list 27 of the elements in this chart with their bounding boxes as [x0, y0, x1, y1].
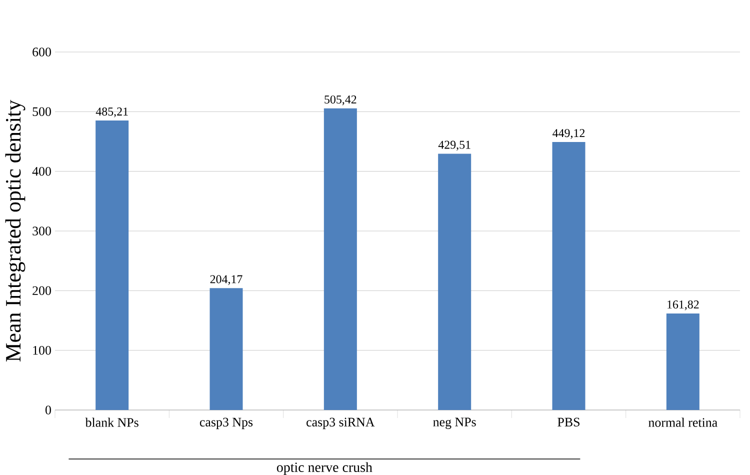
data-label: 429,51	[438, 140, 470, 151]
x-tick-label: casp3 Nps	[200, 418, 253, 430]
x-tick-label: neg NPs	[433, 418, 476, 430]
x-tick-label: PBS	[558, 418, 580, 426]
data-label: 204,17	[210, 275, 242, 285]
data-label: 485,21	[96, 108, 128, 118]
bar	[96, 120, 129, 410]
y-tick-label: 400	[32, 166, 51, 176]
x-tick-label: blank NPs	[85, 418, 138, 427]
data-label: 161,82	[668, 300, 699, 310]
y-tick-label: 200	[32, 286, 51, 296]
x-tick-label: casp3 siRNA	[306, 418, 375, 430]
bar	[210, 288, 243, 410]
y-tick-label: 300	[32, 226, 51, 236]
y-tick-label: 100	[33, 346, 51, 355]
data-label: 505,42	[324, 95, 356, 106]
text: optic nerve crush	[276, 462, 372, 475]
x-tick-label: normal retina	[648, 418, 718, 427]
bar	[324, 108, 357, 410]
bar	[666, 313, 700, 410]
y-tick-label: 0	[46, 406, 51, 414]
y-tick-label: 500	[32, 107, 51, 116]
bar	[552, 142, 586, 410]
y-axis-title: Mean Integrated optic density	[5, 100, 26, 362]
y-tick-label: 600	[32, 48, 51, 56]
data-label: 449,12	[552, 129, 585, 139]
bar	[438, 154, 472, 410]
